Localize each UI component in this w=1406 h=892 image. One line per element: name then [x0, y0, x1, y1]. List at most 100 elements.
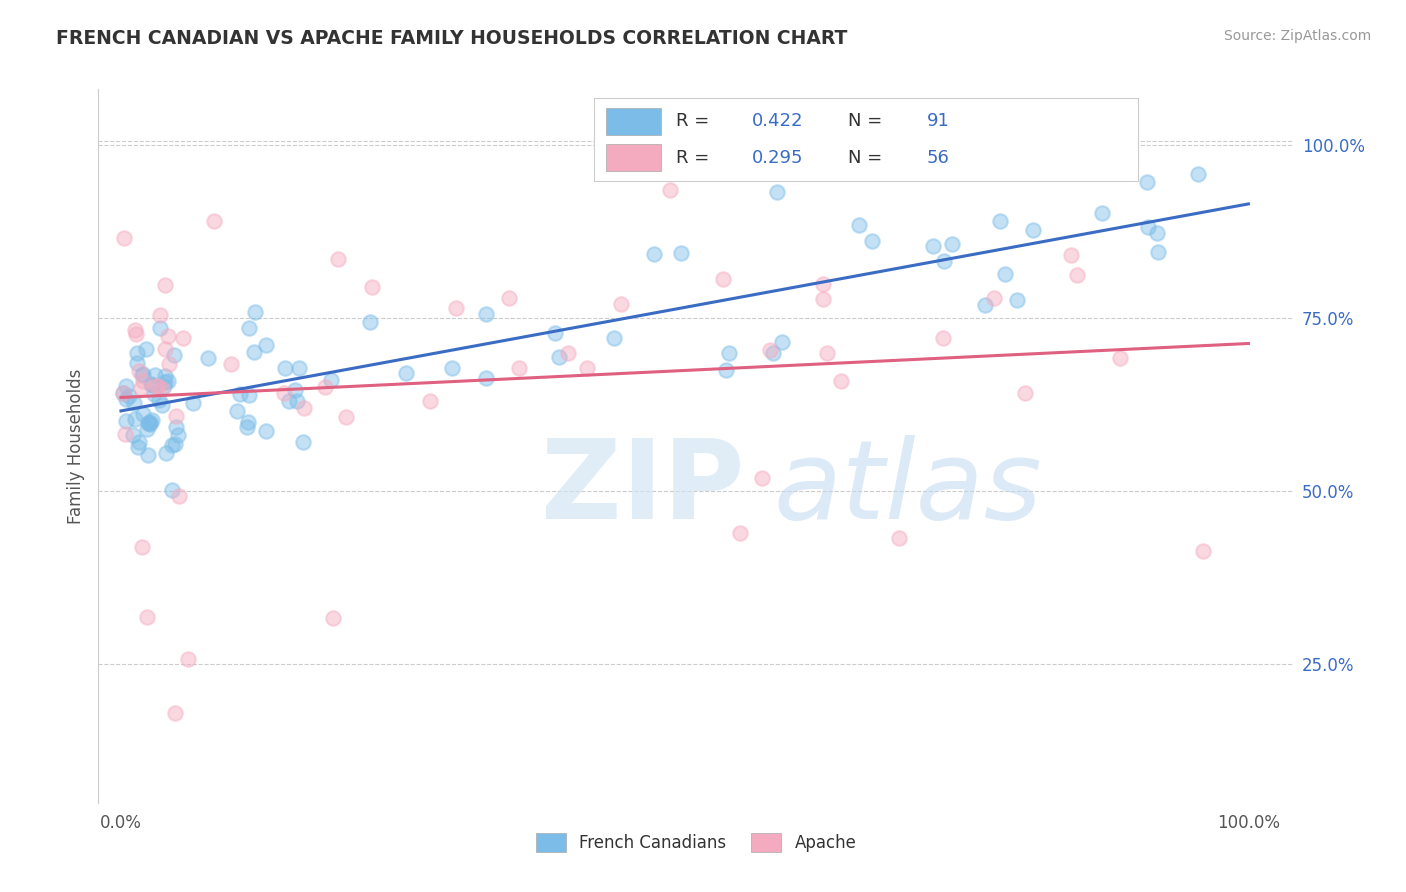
Point — [254, 338, 277, 352]
Point — [243, 305, 266, 319]
Point — [152, 379, 174, 393]
Point — [1022, 223, 1045, 237]
FancyBboxPatch shape — [595, 98, 1139, 180]
Point — [136, 416, 159, 430]
Point — [221, 357, 243, 371]
Point — [125, 326, 148, 341]
Point — [128, 435, 150, 450]
Point — [811, 292, 834, 306]
Point — [610, 297, 633, 311]
Point — [197, 351, 219, 365]
Point — [155, 446, 177, 460]
Point — [149, 321, 172, 335]
Point — [165, 419, 187, 434]
Text: atlas: atlas — [773, 435, 1042, 542]
Text: ZIP: ZIP — [541, 435, 744, 542]
Point — [122, 428, 145, 442]
Point — [474, 371, 496, 385]
Point — [1187, 167, 1209, 181]
Text: R =: R = — [676, 149, 714, 167]
Point — [146, 379, 169, 393]
Point — [474, 307, 496, 321]
Point — [131, 407, 153, 421]
Y-axis label: Family Households: Family Households — [66, 368, 84, 524]
Point — [128, 364, 150, 378]
Point — [136, 422, 159, 436]
Point — [139, 417, 162, 431]
Point — [988, 213, 1011, 227]
Point — [285, 393, 308, 408]
Point — [322, 611, 344, 625]
Point — [314, 380, 336, 394]
Point — [291, 435, 314, 450]
Point — [114, 378, 136, 392]
Point — [359, 315, 381, 329]
FancyBboxPatch shape — [606, 108, 661, 135]
Point — [122, 396, 145, 410]
Point — [145, 379, 167, 393]
Point — [112, 231, 135, 245]
Point — [994, 268, 1017, 282]
Point — [238, 387, 260, 401]
Point — [983, 291, 1005, 305]
Point — [730, 526, 752, 541]
Point — [288, 361, 311, 376]
Point — [226, 404, 249, 418]
Point — [815, 345, 838, 359]
Point — [1146, 226, 1168, 240]
Point — [165, 706, 187, 720]
Point — [129, 381, 152, 395]
Point — [157, 375, 180, 389]
Point — [273, 361, 295, 376]
Point — [124, 323, 146, 337]
Point — [143, 368, 166, 383]
Point — [602, 331, 624, 345]
Point — [138, 448, 160, 462]
Point — [557, 346, 579, 360]
Point — [132, 367, 155, 381]
Point — [273, 385, 295, 400]
Point — [361, 280, 384, 294]
Point — [153, 342, 176, 356]
Point — [751, 471, 773, 485]
Point — [254, 424, 277, 438]
Point — [162, 483, 184, 498]
Point — [1014, 385, 1036, 400]
Point — [142, 387, 165, 401]
Point — [1191, 544, 1213, 558]
Point — [887, 531, 910, 545]
Point — [714, 362, 737, 376]
FancyBboxPatch shape — [606, 145, 661, 171]
Point — [150, 383, 173, 397]
Text: 91: 91 — [927, 112, 949, 130]
Point — [177, 652, 200, 666]
Point — [922, 239, 945, 253]
Point — [114, 427, 136, 442]
Point — [138, 415, 160, 429]
Point — [135, 342, 157, 356]
Point — [335, 409, 357, 424]
Text: N =: N = — [848, 149, 887, 167]
Point — [141, 378, 163, 392]
Point — [131, 540, 153, 554]
Point — [131, 368, 153, 383]
Point — [284, 383, 307, 397]
Text: N =: N = — [848, 112, 887, 130]
Point — [115, 414, 138, 428]
Point — [112, 386, 135, 401]
Point — [973, 298, 995, 312]
Point — [127, 346, 149, 360]
Point — [136, 609, 159, 624]
Point — [141, 413, 163, 427]
Point — [508, 360, 530, 375]
Point — [149, 308, 172, 322]
Point — [770, 335, 793, 350]
Point — [1091, 206, 1114, 220]
Point — [167, 489, 190, 503]
Point — [766, 185, 789, 199]
Point — [124, 412, 146, 426]
Point — [1005, 293, 1028, 307]
Point — [162, 348, 184, 362]
Point — [165, 409, 187, 423]
Point — [131, 374, 153, 388]
